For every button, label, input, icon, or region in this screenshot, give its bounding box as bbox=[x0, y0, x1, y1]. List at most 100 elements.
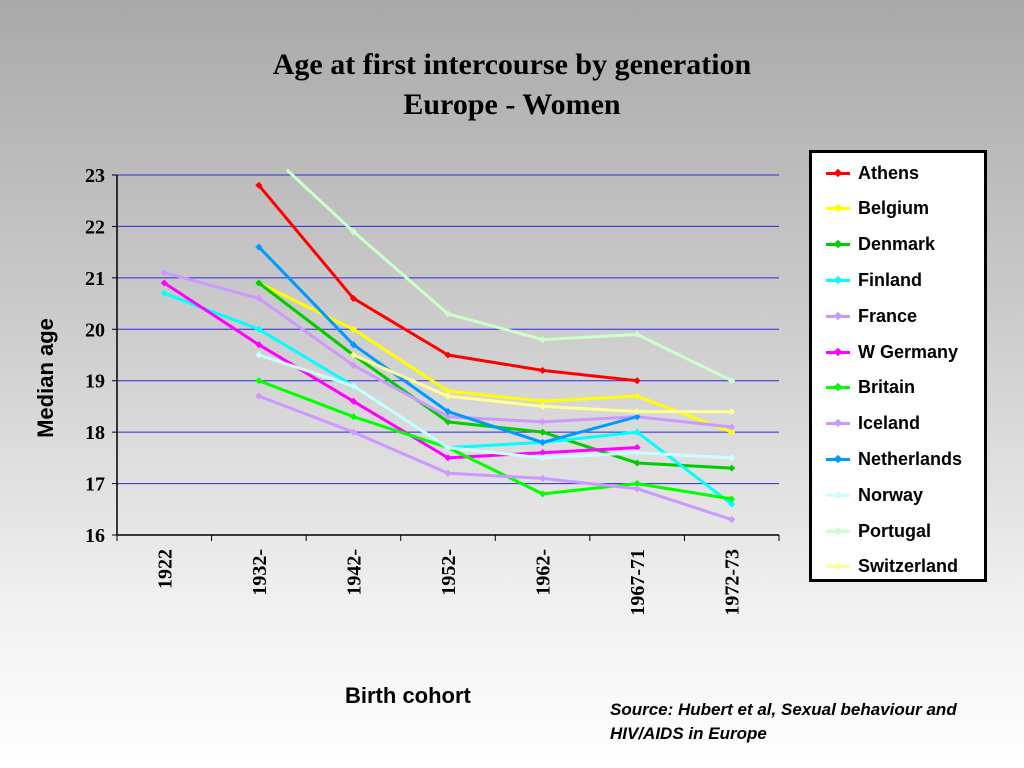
point-norway-1 bbox=[255, 351, 263, 359]
series-line-britain bbox=[258, 379, 732, 501]
legend-label-britain: Britain bbox=[858, 377, 916, 398]
legend-item-britain: Britain bbox=[826, 377, 915, 399]
point-norway-2 bbox=[349, 382, 357, 390]
point-iceland-6 bbox=[728, 516, 736, 524]
point-finland-1 bbox=[255, 325, 263, 333]
point-netherlands-2 bbox=[349, 341, 357, 349]
series-line-france bbox=[163, 271, 732, 429]
point-w-germany-3 bbox=[444, 454, 452, 462]
x-tick-label-1952-: 1952- bbox=[438, 549, 460, 596]
legend-item-switzerland: Switzerland bbox=[826, 556, 958, 578]
legend-swatch-switzerland bbox=[826, 565, 850, 569]
point-britain-5 bbox=[633, 480, 641, 488]
series-line-iceland bbox=[258, 394, 733, 522]
point-portugal-5 bbox=[633, 330, 641, 338]
point-iceland-3 bbox=[444, 469, 452, 477]
legend-label-belgium: Belgium bbox=[858, 198, 930, 219]
point-portugal-3 bbox=[444, 310, 452, 318]
x-tick-label-1962-: 1962- bbox=[533, 549, 555, 596]
point-netherlands-4 bbox=[539, 438, 547, 446]
point-norway-4 bbox=[539, 454, 547, 462]
point-finland-5 bbox=[633, 428, 641, 436]
point-britain-4 bbox=[539, 490, 547, 498]
point-belgium-6 bbox=[728, 428, 736, 436]
point-w-germany-1 bbox=[255, 341, 263, 349]
series-line-denmark bbox=[257, 281, 732, 470]
legend-item-france: France bbox=[826, 305, 917, 327]
point-portugal-4 bbox=[539, 336, 547, 344]
point-iceland-5 bbox=[633, 485, 641, 493]
point-athens-5 bbox=[633, 377, 641, 385]
legend-swatch-belgium bbox=[826, 207, 850, 211]
point-denmark-5 bbox=[633, 459, 641, 467]
point-denmark-4 bbox=[539, 428, 547, 436]
legend-swatch-athens bbox=[826, 171, 850, 175]
point-iceland-2 bbox=[349, 428, 357, 436]
point-athens-1 bbox=[255, 181, 263, 189]
y-tick-label-23: 23 bbox=[85, 165, 105, 187]
series-line-w-germany bbox=[163, 281, 638, 460]
legend-swatch-finland bbox=[826, 278, 850, 282]
legend-label-switzerland: Switzerland bbox=[858, 556, 959, 577]
y-tick-label-16: 16 bbox=[85, 525, 105, 547]
legend-swatch-w-germany bbox=[826, 350, 850, 354]
point-belgium-5 bbox=[633, 392, 641, 400]
point-portugal-2 bbox=[349, 228, 357, 236]
point-france-2 bbox=[349, 361, 357, 369]
legend-item-belgium: Belgium bbox=[826, 198, 929, 220]
point-switzerland-5 bbox=[633, 408, 641, 416]
point-belgium-4 bbox=[539, 397, 547, 405]
chart-legend: Athens Belgium Denmark Finland France W Germa… bbox=[809, 150, 987, 582]
x-tick-label-1972-73: 1972-73 bbox=[722, 549, 744, 616]
point-france-6 bbox=[728, 423, 736, 431]
point-britain-6 bbox=[728, 495, 736, 503]
y-tick-label-20: 20 bbox=[85, 319, 105, 341]
legend-swatch-norway bbox=[826, 493, 850, 497]
legend-swatch-france bbox=[826, 314, 850, 318]
point-w-germany-4 bbox=[539, 449, 547, 457]
legend-item-netherlands: Netherlands bbox=[826, 448, 962, 470]
legend-label-athens: Athens bbox=[858, 162, 920, 183]
point-belgium-3 bbox=[444, 387, 452, 395]
point-britain-2 bbox=[349, 413, 357, 421]
legend-item-iceland: Iceland bbox=[826, 413, 920, 435]
point-switzerland-3 bbox=[444, 392, 452, 400]
legend-label-netherlands: Netherlands bbox=[858, 448, 963, 469]
series-line-belgium bbox=[258, 281, 733, 434]
legend-label-denmark: Denmark bbox=[858, 234, 936, 255]
legend-swatch-britain bbox=[826, 386, 850, 390]
legend-label-portugal: Portugal bbox=[858, 520, 932, 541]
y-tick-label-17: 17 bbox=[85, 474, 105, 496]
source-citation: Source: Hubert et al, Sexual behaviour a… bbox=[610, 700, 957, 743]
x-axis-label: Birth cohort bbox=[345, 683, 471, 708]
point-netherlands-5 bbox=[633, 413, 641, 421]
legend-swatch-netherlands bbox=[826, 457, 850, 461]
point-athens-3 bbox=[444, 351, 452, 359]
point-france-1 bbox=[255, 294, 263, 302]
chart-title-line2: Europe - Women bbox=[403, 88, 621, 121]
chart-title-line1: Age at first intercourse by generation bbox=[272, 48, 752, 81]
legend-label-france: France bbox=[858, 305, 918, 326]
x-tick-label-1967-71: 1967-71 bbox=[627, 549, 649, 616]
legend-swatch-denmark bbox=[826, 243, 850, 247]
point-france-0 bbox=[160, 269, 168, 277]
point-switzerland-2 bbox=[349, 351, 357, 359]
point-w-germany-5 bbox=[633, 444, 641, 452]
point-netherlands-3 bbox=[444, 408, 452, 416]
point-w-germany-0 bbox=[160, 279, 168, 287]
series-group bbox=[160, 168, 736, 524]
series-line-portugal bbox=[285, 168, 733, 383]
legend-item-w-germany: W Germany bbox=[826, 341, 958, 363]
y-tick-label-22: 22 bbox=[85, 216, 105, 238]
point-norway-5 bbox=[633, 449, 641, 457]
legend-item-portugal: Portugal bbox=[826, 520, 931, 542]
point-norway-6 bbox=[728, 454, 736, 462]
series-line-athens bbox=[257, 184, 638, 383]
point-denmark-1 bbox=[255, 279, 263, 287]
legend-item-norway: Norway bbox=[826, 484, 923, 506]
legend-label-norway: Norway bbox=[858, 484, 924, 505]
legend-swatch-portugal bbox=[826, 529, 850, 533]
y-tick-label-21: 21 bbox=[85, 268, 105, 290]
point-athens-4 bbox=[539, 366, 547, 374]
